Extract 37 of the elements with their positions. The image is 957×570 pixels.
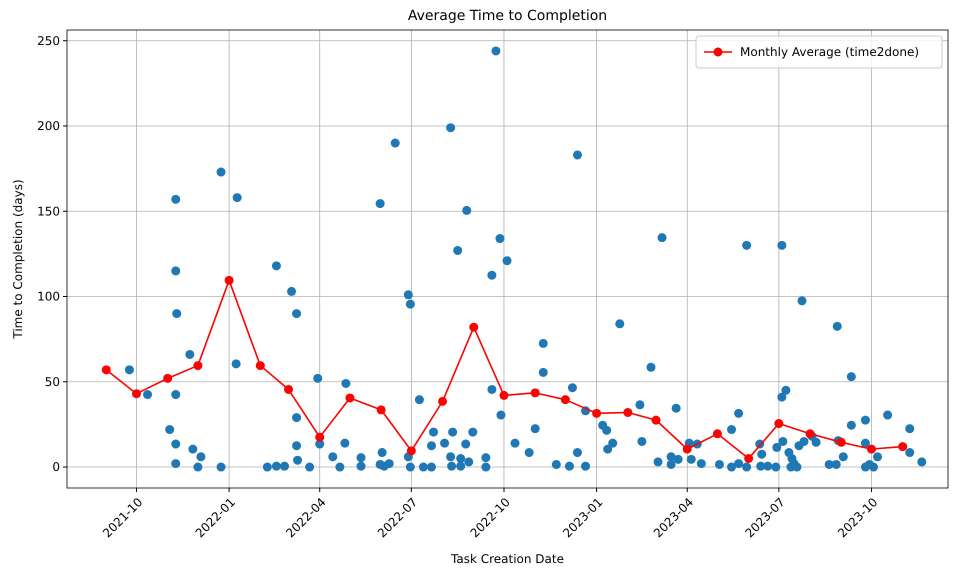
- point: [806, 429, 815, 438]
- y-tick-label: 50: [44, 374, 60, 389]
- y-tick-label: 100: [37, 290, 60, 304]
- y-tick-label: 250: [37, 34, 60, 48]
- point: [530, 388, 540, 398]
- point: [193, 361, 202, 370]
- point: [744, 454, 754, 463]
- point: [256, 361, 265, 370]
- point: [132, 389, 141, 398]
- y-tick-label: 150: [37, 204, 60, 218]
- point: [774, 419, 784, 428]
- point: [163, 374, 172, 383]
- point: [592, 408, 602, 418]
- y-tick-label: 200: [37, 119, 60, 134]
- x-axis-title: Task Creation Date: [450, 552, 564, 566]
- point: [623, 408, 632, 417]
- point: [315, 432, 324, 442]
- point: [376, 405, 386, 414]
- y-tick-label: 0: [52, 460, 60, 474]
- point: [836, 438, 846, 447]
- point: [102, 365, 111, 374]
- point: [406, 446, 416, 456]
- point: [345, 393, 354, 402]
- point: [682, 444, 692, 454]
- point: [898, 442, 908, 452]
- point: [652, 416, 661, 425]
- chart-title: Average Time to Completion: [408, 8, 608, 24]
- point: [560, 395, 570, 404]
- point: [438, 396, 448, 406]
- point: [224, 276, 234, 285]
- y-axis-title: Time to Completion (days): [11, 179, 25, 340]
- point: [469, 322, 478, 332]
- point: [712, 429, 722, 438]
- point: [284, 384, 294, 394]
- legend-label: Monthly Average (time2done): [740, 45, 920, 60]
- point: [866, 444, 876, 454]
- point: [499, 390, 508, 400]
